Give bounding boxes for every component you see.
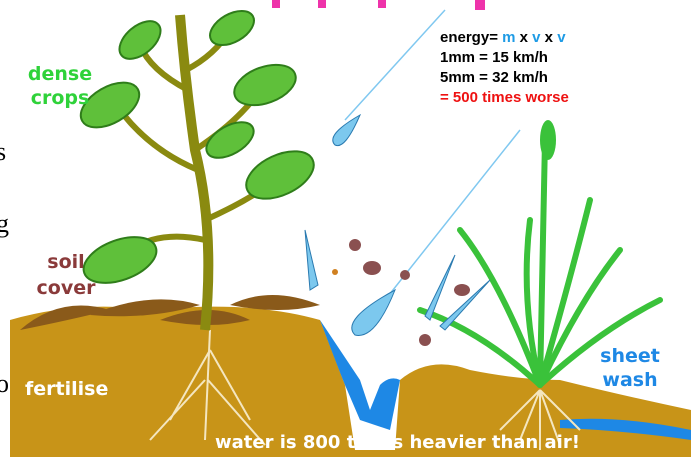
label: cover (37, 277, 97, 299)
label: soil (47, 251, 84, 273)
label: crops (31, 87, 90, 109)
raindrops (305, 115, 490, 335)
letter: g (0, 209, 9, 238)
letter: s (0, 137, 6, 166)
formula-part: m (502, 29, 515, 46)
caption: water is 800 times heavier than air! (215, 432, 580, 453)
label: sheet (600, 345, 660, 367)
illustration: s g o dense crops soil cover fertilise s… (0, 0, 691, 457)
cropped-letters: s g o (0, 137, 9, 398)
formula-part: v (557, 29, 566, 46)
label: wash (602, 369, 657, 391)
formula-part: x (545, 29, 554, 46)
formula: energy= m x v x v (440, 29, 566, 46)
result-part: times worse (482, 89, 569, 106)
speed: 5mm = 32 km/h (440, 69, 548, 86)
grass-head (540, 120, 556, 160)
letter: o (0, 369, 9, 398)
label: dense (28, 63, 92, 85)
speed: 1mm = 15 km/h (440, 49, 548, 66)
result: = 500 times worse (440, 89, 569, 106)
formula-part: x (520, 29, 529, 46)
formula-part: energy= (440, 29, 498, 46)
cropped-title (272, 0, 485, 10)
formula-part: v (532, 29, 541, 46)
result-part: = 500 (440, 89, 478, 106)
label: fertilise (25, 378, 108, 400)
